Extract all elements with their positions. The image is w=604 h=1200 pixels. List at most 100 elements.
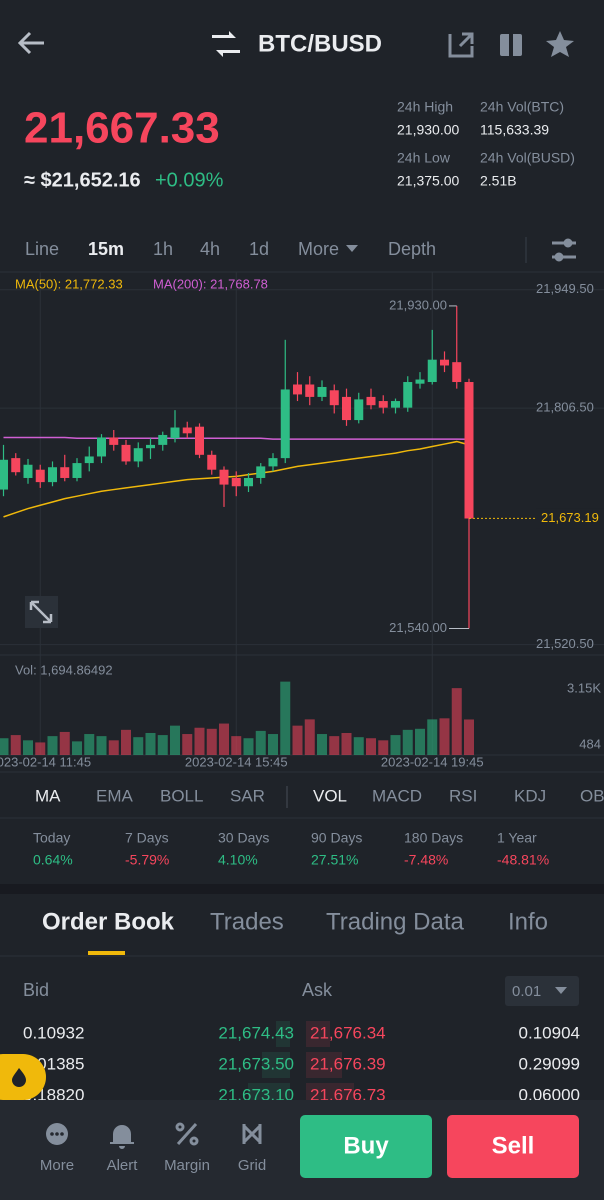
indicator-tab[interactable]: KDJ xyxy=(514,786,546,805)
volume-bar xyxy=(329,736,340,755)
indicator-tab[interactable]: MACD xyxy=(372,786,422,805)
candle-body xyxy=(121,444,131,462)
section-tab[interactable]: Trading Data xyxy=(326,908,465,935)
indicator-tab[interactable]: VOL xyxy=(313,786,347,805)
indicator-tab[interactable]: BOLL xyxy=(160,786,203,805)
bid-depth xyxy=(262,1052,290,1078)
buy-button[interactable] xyxy=(300,1115,432,1178)
ma-label: MA(200): 21,768.78 xyxy=(153,276,268,291)
stat-value: 115,633.39 xyxy=(480,122,549,138)
settings-icon[interactable] xyxy=(552,238,576,262)
expand-icon[interactable] xyxy=(25,596,58,628)
nav-label[interactable]: Margin xyxy=(164,1157,210,1174)
candle-body xyxy=(329,390,339,406)
candle-body xyxy=(133,448,143,462)
candle-body xyxy=(182,427,192,434)
section-tab[interactable]: Order Book xyxy=(42,908,175,935)
candle-body xyxy=(60,467,70,478)
indicator-tab[interactable]: OB xyxy=(580,786,604,805)
candle-body xyxy=(97,437,106,457)
bid-price: 21,673.10 xyxy=(218,1085,294,1104)
volume-bar xyxy=(427,719,438,755)
volume-bar xyxy=(353,737,364,755)
candle-body xyxy=(317,386,327,397)
volume-bar xyxy=(72,741,82,755)
indicator-tab[interactable]: MA xyxy=(35,786,61,805)
interval-tab[interactable]: Depth xyxy=(388,239,436,259)
ask-depth xyxy=(306,1052,342,1078)
volume-bar xyxy=(366,738,376,755)
nav-label[interactable]: Alert xyxy=(107,1157,139,1174)
favorite-icon[interactable] xyxy=(546,31,574,57)
volume-bar xyxy=(304,719,315,755)
interval-tab[interactable]: Line xyxy=(25,239,59,259)
period-label: 7 Days xyxy=(125,830,169,846)
section-tab[interactable]: Trades xyxy=(210,908,284,935)
volume-bar xyxy=(451,688,462,755)
interval-tab[interactable]: 4h xyxy=(200,239,220,259)
bid-price: 21,674.43 xyxy=(218,1023,294,1042)
indicator-tab[interactable]: EMA xyxy=(96,786,134,805)
volume-bar xyxy=(170,725,180,755)
ask-price: 21,676.73 xyxy=(310,1085,386,1104)
alert-icon[interactable] xyxy=(110,1125,134,1149)
volume-bar xyxy=(464,719,474,755)
x-tick-label: 2023-02-14 19:45 xyxy=(381,754,484,769)
sell-button[interactable] xyxy=(447,1115,579,1178)
period-label: 1 Year xyxy=(497,830,537,846)
volume-bar xyxy=(194,727,205,755)
precision-selector[interactable] xyxy=(505,976,579,1006)
nav-label[interactable]: More xyxy=(40,1157,74,1174)
volume-bar xyxy=(243,738,254,755)
share-icon[interactable] xyxy=(448,32,474,58)
volume-bar xyxy=(157,735,168,755)
more-icon[interactable] xyxy=(46,1123,68,1145)
period-label: 90 Days xyxy=(311,830,362,846)
volume-bar xyxy=(415,728,425,755)
fire-icon xyxy=(12,1068,26,1087)
stat-value: 21,930.00 xyxy=(397,122,459,138)
interval-tab[interactable]: 15m xyxy=(88,239,124,259)
indicator-tab[interactable]: SAR xyxy=(230,786,265,805)
buy-label: Buy xyxy=(343,1132,389,1159)
volume-bar xyxy=(219,723,229,755)
candle-body xyxy=(268,458,278,467)
volume-bar xyxy=(59,731,70,755)
candle-body xyxy=(427,359,437,383)
candle-body xyxy=(11,458,21,473)
interval-tab[interactable]: More xyxy=(298,239,339,259)
volume-bar xyxy=(390,735,401,755)
extreme-label: 21,930.00 xyxy=(389,297,447,312)
stat-label: 24h High xyxy=(397,99,453,115)
nav-label[interactable]: Grid xyxy=(238,1157,266,1174)
volume-bar xyxy=(439,718,450,755)
volume-bar xyxy=(268,734,278,755)
candle-body xyxy=(146,444,155,449)
interval-tab[interactable]: 1h xyxy=(153,239,173,259)
candle-body xyxy=(354,399,364,421)
volume-bar xyxy=(47,736,58,755)
grid-icon[interactable] xyxy=(242,1124,262,1144)
margin-icon[interactable] xyxy=(175,1122,199,1146)
section-tab[interactable]: Info xyxy=(508,908,548,935)
dropdown-arrow xyxy=(346,245,358,252)
candle-body xyxy=(158,434,168,445)
indicator-tab[interactable]: RSI xyxy=(449,786,477,805)
stat-value: 2.51B xyxy=(480,173,517,189)
tab-indicator xyxy=(88,951,125,955)
back-button[interactable] xyxy=(17,31,44,55)
candle-body xyxy=(0,459,8,490)
volume-bar xyxy=(96,736,107,755)
x-tick-label: 2023-02-14 11:45 xyxy=(0,754,91,769)
bid-depth xyxy=(276,1021,290,1047)
ma-label: MA(50): 21,772.33 xyxy=(15,276,123,291)
period-label: Today xyxy=(33,830,70,846)
ask-price: 21,676.34 xyxy=(310,1023,386,1042)
layout-icon[interactable] xyxy=(500,30,522,60)
swap-icon[interactable] xyxy=(212,31,240,57)
precision-value: 0.01 xyxy=(512,983,541,1000)
interval-tab[interactable]: 1d xyxy=(249,239,269,259)
stat-label: 24h Vol(BUSD) xyxy=(480,150,575,166)
volume-label: Vol: 1,694.86492 xyxy=(15,662,113,677)
